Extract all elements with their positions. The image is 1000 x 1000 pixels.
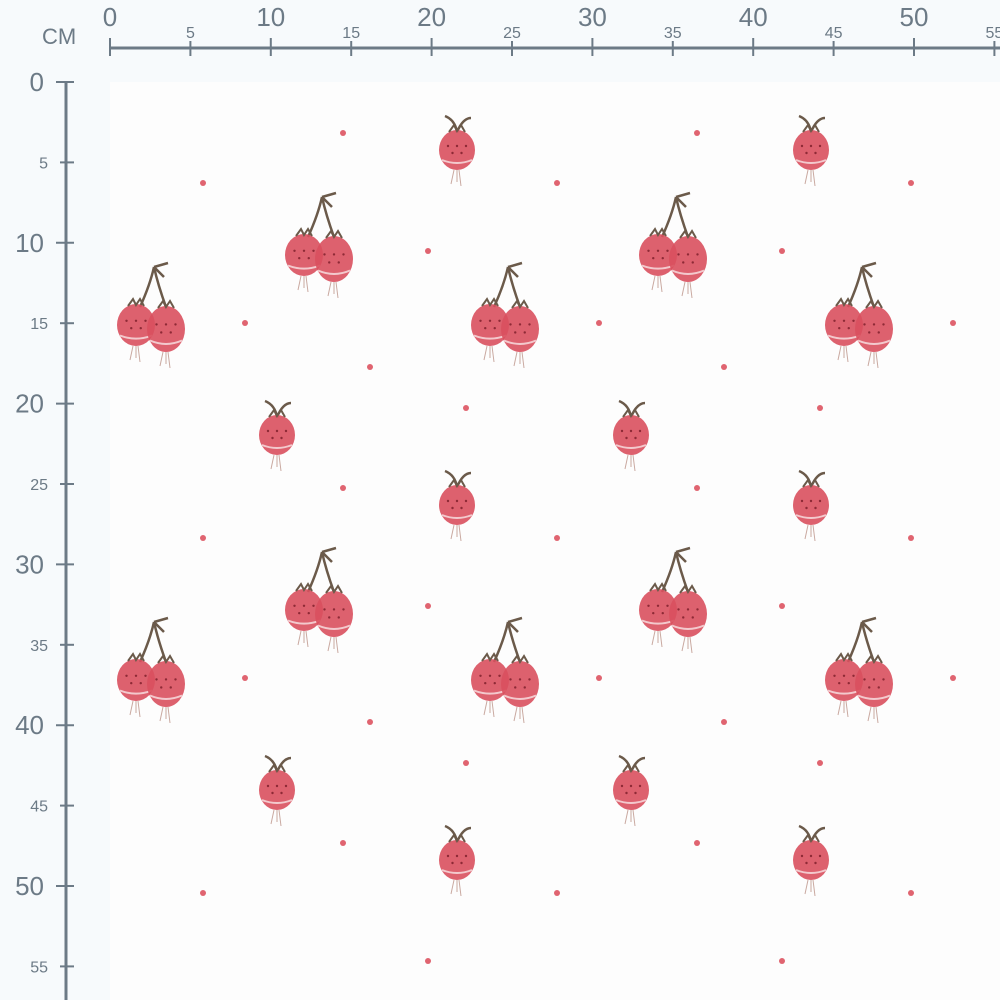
polka-dot — [596, 675, 602, 681]
top-ruler-label: 15 — [342, 25, 360, 42]
polka-dot — [908, 890, 914, 896]
polka-dot — [694, 485, 700, 491]
polka-dot — [554, 535, 560, 541]
polka-dot — [463, 405, 469, 411]
polka-dot — [367, 364, 373, 370]
strawberry-pair-motif — [825, 616, 893, 724]
polka-dot — [554, 180, 560, 186]
strawberry-pair-motif — [471, 616, 539, 724]
strawberry-pair-motif — [285, 546, 353, 654]
polka-dot — [200, 180, 206, 186]
polka-dot — [908, 535, 914, 541]
top-ruler-label: 35 — [664, 25, 682, 42]
fabric-pattern — [117, 114, 956, 964]
top-ruler-label: 30 — [578, 2, 607, 32]
strawberry-pair-motif — [471, 261, 539, 369]
polka-dot — [694, 840, 700, 846]
polka-dot — [200, 890, 206, 896]
left-ruler-label: 45 — [30, 799, 48, 816]
left-ruler-label: 15 — [30, 316, 48, 333]
top-ruler-label: 45 — [825, 25, 843, 42]
top-ruler-label: 55 — [986, 25, 1000, 42]
polka-dot — [425, 958, 431, 964]
left-ruler-label: 35 — [30, 638, 48, 655]
polka-dot — [242, 320, 248, 326]
polka-dot — [425, 603, 431, 609]
strawberry-motif — [259, 399, 295, 472]
unit-label: CM — [42, 24, 77, 49]
left-ruler-label: 30 — [15, 549, 44, 579]
top-ruler-label: 10 — [256, 2, 285, 32]
polka-dot — [340, 485, 346, 491]
polka-dot — [817, 760, 823, 766]
top-ruler-label: 50 — [900, 2, 929, 32]
polka-dot — [779, 958, 785, 964]
strawberry-motif — [259, 754, 295, 827]
left-ruler-label: 40 — [15, 710, 44, 740]
fabric-swatch — [110, 82, 1000, 1000]
left-ruler-label: 50 — [15, 871, 44, 901]
left-ruler-label: 5 — [39, 155, 48, 172]
top-ruler-label: 20 — [417, 2, 446, 32]
polka-dot — [779, 603, 785, 609]
strawberry-motif — [439, 824, 475, 897]
left-ruler-label: 20 — [15, 389, 44, 419]
strawberry-motif — [793, 824, 829, 897]
strawberry-motif — [613, 754, 649, 827]
left-ruler-label: 10 — [15, 228, 44, 258]
left-ruler-label: 0 — [30, 67, 44, 97]
polka-dot — [340, 130, 346, 136]
strawberry-pair-motif — [117, 261, 185, 369]
top-ruler-label: 0 — [103, 2, 117, 32]
polka-dot — [721, 719, 727, 725]
polka-dot — [554, 890, 560, 896]
left-ruler-label: 25 — [30, 477, 48, 494]
polka-dot — [721, 364, 727, 370]
strawberry-motif — [439, 469, 475, 542]
polka-dot — [950, 675, 956, 681]
polka-dot — [596, 320, 602, 326]
polka-dot — [200, 535, 206, 541]
strawberry-motif — [613, 399, 649, 472]
polka-dot — [367, 719, 373, 725]
polka-dot — [340, 840, 346, 846]
polka-dot — [779, 248, 785, 254]
top-ruler-label: 40 — [739, 2, 768, 32]
polka-dot — [463, 760, 469, 766]
strawberry-pair-motif — [117, 616, 185, 724]
strawberry-motif — [793, 469, 829, 542]
polka-dot — [242, 675, 248, 681]
strawberry-motif — [439, 114, 475, 187]
polka-dot — [908, 180, 914, 186]
strawberry-pair-motif — [639, 191, 707, 299]
polka-dot — [694, 130, 700, 136]
polka-dot — [950, 320, 956, 326]
polka-dot — [817, 405, 823, 411]
left-ruler-label: 55 — [30, 959, 48, 976]
strawberry-pair-motif — [825, 261, 893, 369]
polka-dot — [425, 248, 431, 254]
top-ruler-label: 5 — [186, 25, 195, 42]
strawberry-pair-motif — [639, 546, 707, 654]
top-ruler-label: 25 — [503, 25, 521, 42]
strawberry-motif — [793, 114, 829, 187]
strawberry-pair-motif — [285, 191, 353, 299]
